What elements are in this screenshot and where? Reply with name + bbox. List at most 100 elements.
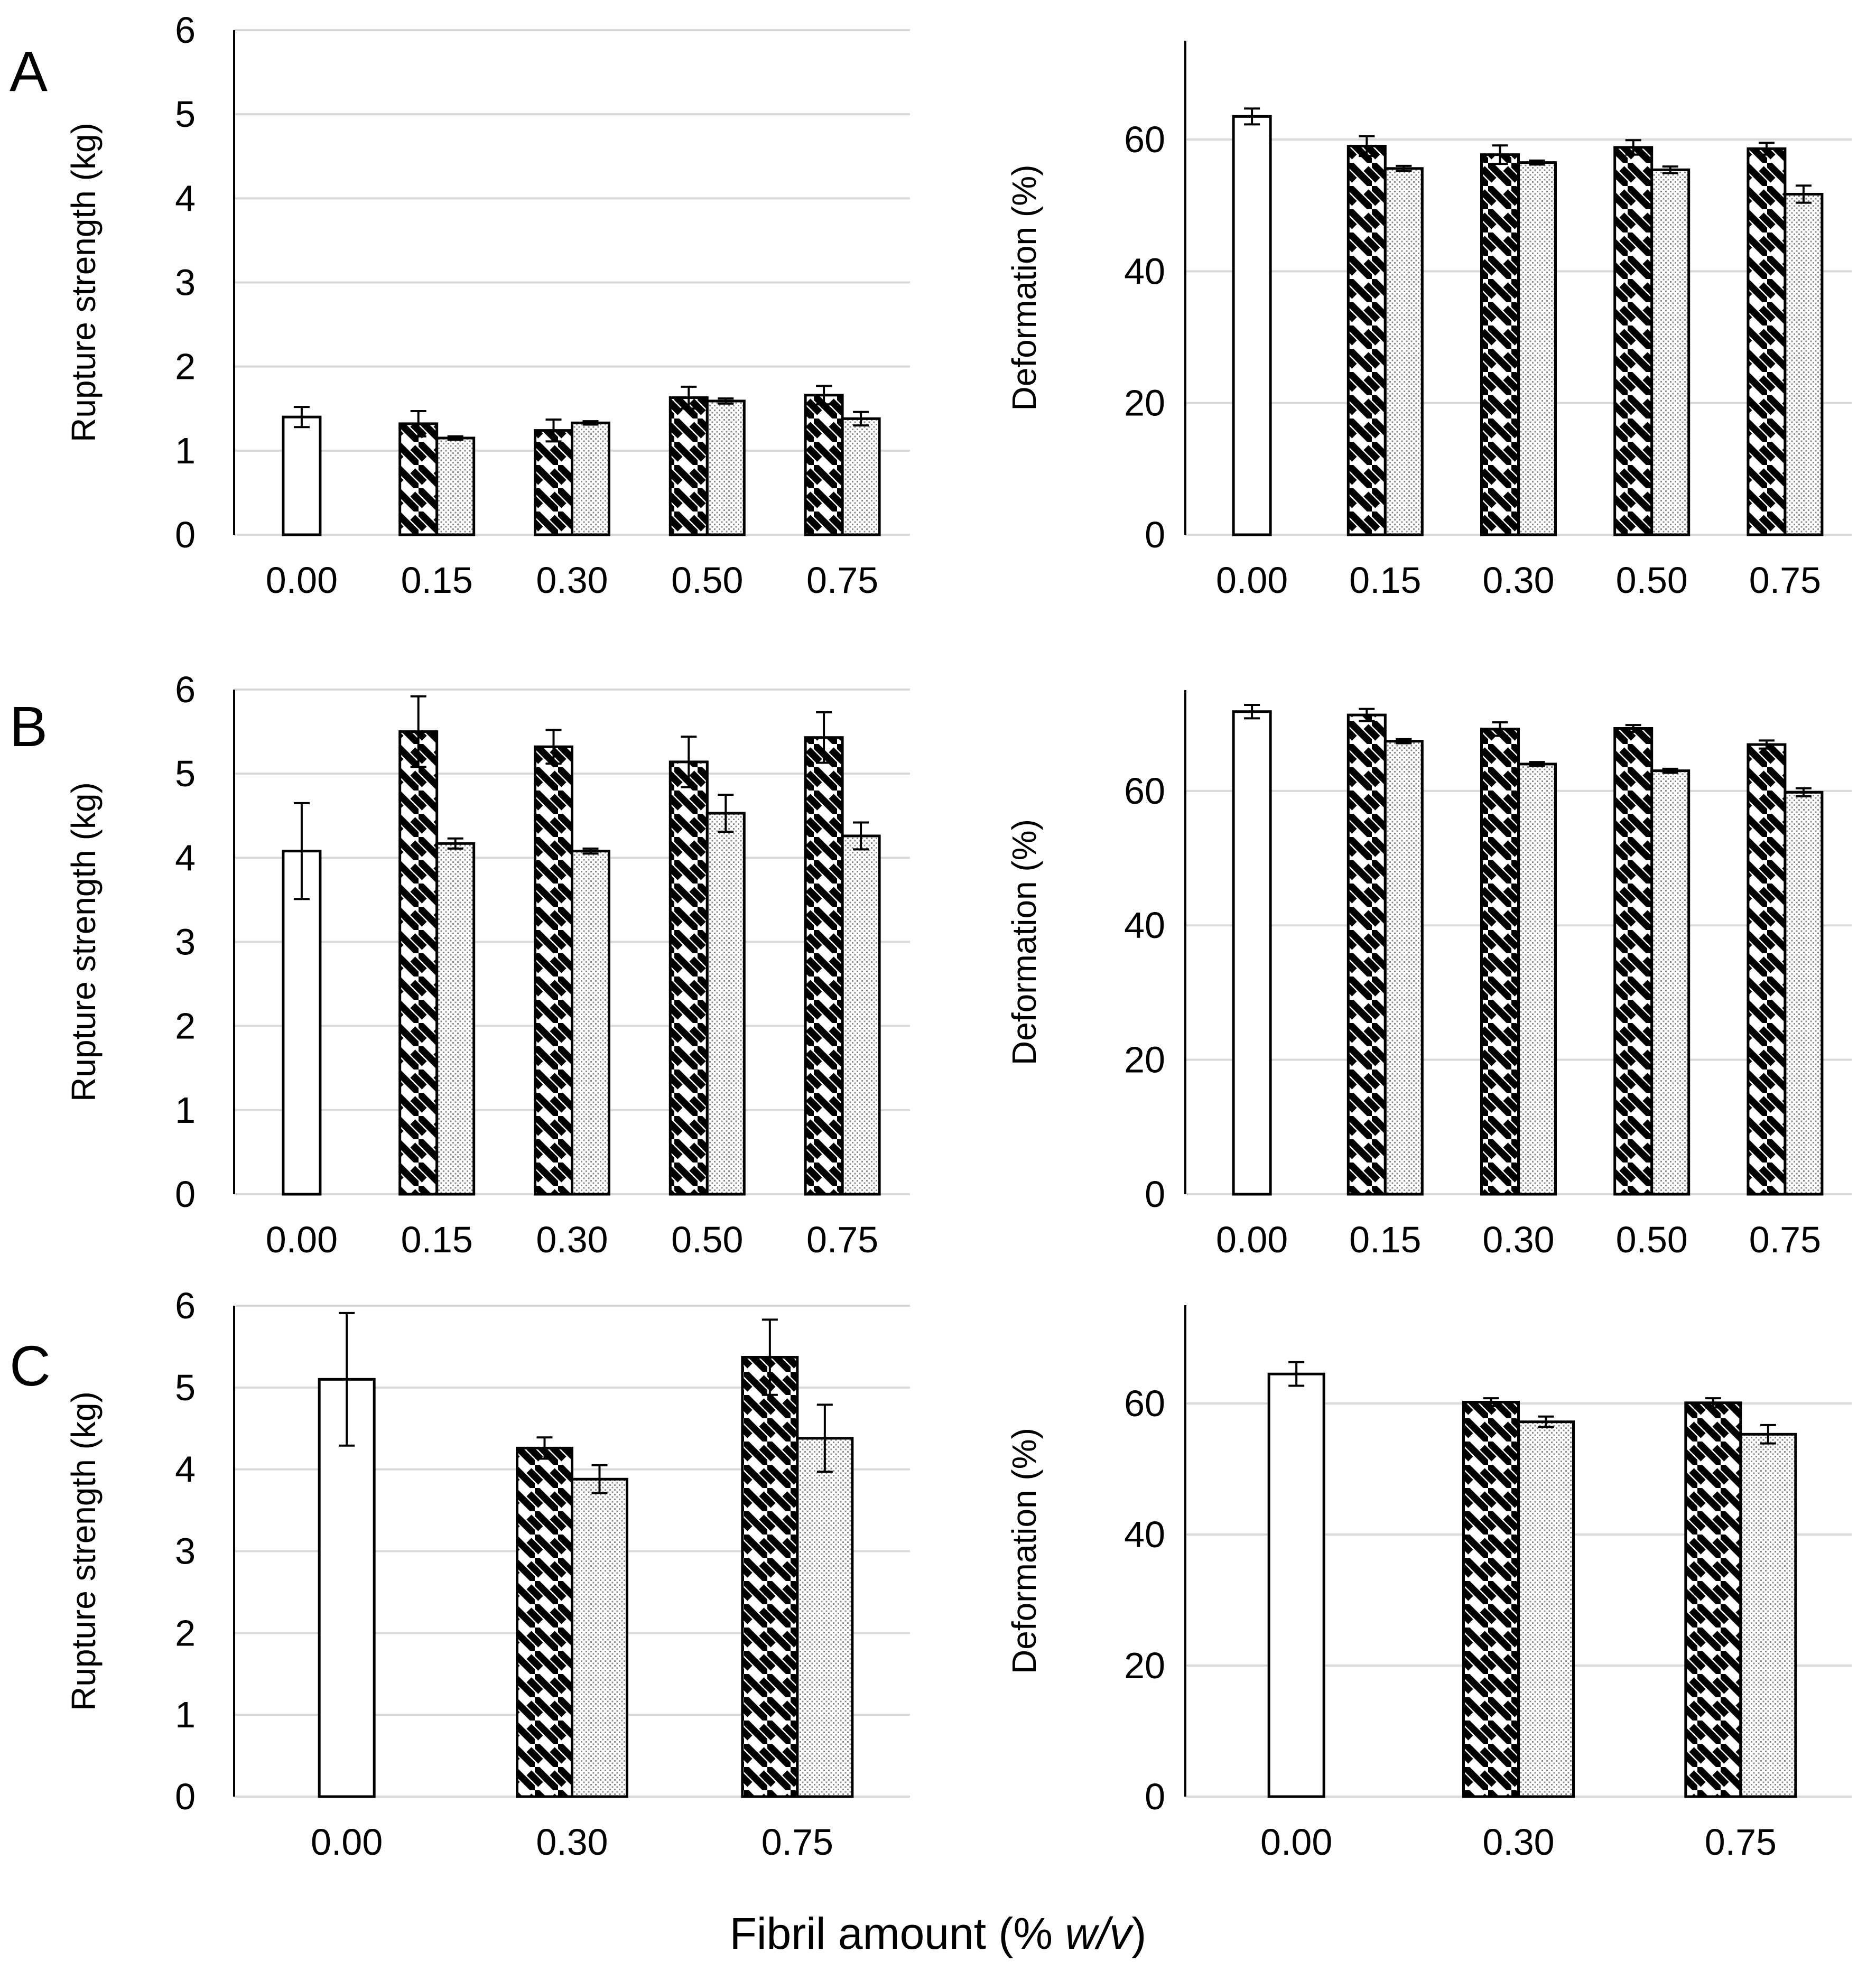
x-tick-label: 0.00	[1216, 1219, 1288, 1260]
x-tick-label: 0.15	[401, 1219, 473, 1260]
y-tick-label: 4	[175, 178, 196, 219]
x-tick-label: 0.00	[266, 1219, 338, 1260]
bar-series-3-0.15	[435, 436, 476, 536]
x-tick-label: 0.30	[1482, 1219, 1554, 1260]
x-tick-label: 0.50	[671, 1219, 743, 1260]
x-tick-label: 0.75	[806, 560, 878, 601]
y-tick-label: 40	[1124, 250, 1165, 292]
bar-series-3-0.15	[1383, 740, 1424, 1196]
bar-control-0.00	[1232, 115, 1272, 536]
bar-series-2-0.75	[804, 394, 844, 536]
x-tick-label: 0.00	[1216, 560, 1288, 601]
bar-series-3-0.30	[571, 1477, 628, 1798]
y-axis-label: Rupture strength (kg)	[64, 782, 103, 1102]
x-tick-label: 0.30	[1482, 560, 1554, 601]
bar-series-2-0.50	[668, 396, 709, 536]
chart-panel-c-rupture-strength: 0 1 2 3 4 5 6 Rupture strength (kg) 0.00 0.30 0.75	[64, 1285, 910, 1863]
bar-series-2-0.75	[741, 1356, 799, 1798]
y-axis-label: Rupture strength (kg)	[64, 123, 103, 442]
bar-series-2-0.50	[1613, 727, 1654, 1196]
bar-series-3-0.30	[1517, 763, 1557, 1196]
x-tick-label: 0.50	[1616, 1219, 1688, 1260]
y-tick-label: 4	[175, 837, 196, 878]
bar-series-3-0.75	[1784, 791, 1824, 1196]
y-tick-label: 20	[1124, 383, 1165, 424]
x-tick-label: 0.30	[536, 1821, 608, 1863]
bar-series-2-0.75	[804, 736, 844, 1196]
y-tick-label: 2	[175, 1006, 196, 1047]
y-tick-label: 1	[175, 1090, 196, 1131]
panel-label-b: B	[10, 694, 48, 758]
y-tick-label: 3	[175, 262, 196, 303]
y-tick-label: 20	[1124, 1645, 1165, 1686]
y-tick-label: 20	[1124, 1039, 1165, 1081]
bar-series-3-0.75	[1784, 192, 1824, 536]
y-tick-label: 0	[1145, 1174, 1165, 1215]
y-tick-label: 0	[175, 1174, 196, 1215]
bar-series-3-0.75	[841, 417, 881, 536]
y-tick-label: 6	[175, 10, 196, 51]
y-tick-label: 40	[1124, 905, 1165, 946]
y-axis-label: Deformation (%)	[1005, 1428, 1043, 1674]
chart-panel-b-rupture-strength: 0 1 2 3 4 5 6 Rupture strength (kg) 0.00 0.15 0.30…	[64, 669, 910, 1260]
bar-series-3-0.30	[1517, 1420, 1575, 1798]
y-tick-label: 5	[175, 94, 196, 135]
bar-series-2-0.15	[1346, 713, 1387, 1196]
bar-series-2-0.30	[534, 429, 573, 536]
y-axis-label: Deformation (%)	[1005, 819, 1043, 1065]
y-tick-label: 5	[175, 753, 196, 794]
chart-panel-a-deformation: 0 20 40 60 Deformation (%) 0.00 0.15 0.30 0.50 0.…	[1005, 41, 1852, 601]
panel-label-c: C	[10, 1334, 51, 1398]
x-tick-label: 0.50	[671, 560, 743, 601]
y-tick-label: 6	[175, 669, 196, 710]
bar-series-3-0.50	[1650, 168, 1691, 536]
x-tick-label: 0.00	[311, 1821, 383, 1863]
chart-panel-c-deformation: 0 20 40 60 Deformation (%) 0.00 0.30 0.75	[1005, 1305, 1852, 1863]
y-tick-label: 2	[175, 346, 196, 387]
chart-panel-b-deformation: 0 20 40 60 Deformation (%) 0.00 0.15 0.30 0.50 0.…	[1005, 690, 1852, 1260]
bar-series-3-0.50	[705, 812, 746, 1196]
bar-series-2-0.30	[1462, 1401, 1520, 1798]
bar-series-3-0.75	[1739, 1433, 1797, 1798]
bar-control-0.00	[1232, 710, 1272, 1196]
bar-series-2-0.50	[1613, 146, 1654, 536]
x-tick-label: 0.75	[1749, 1219, 1821, 1260]
x-tick-label: 0.00	[266, 560, 338, 601]
y-tick-label: 0	[175, 514, 196, 555]
x-tick-label: 0.15	[1349, 1219, 1421, 1260]
bar-series-3-0.15	[1383, 167, 1424, 536]
x-tick-label: 0.75	[1705, 1821, 1777, 1863]
y-tick-label: 6	[175, 1285, 196, 1326]
x-axis-title: Fibril amount (% w/v)	[730, 1909, 1147, 1958]
bar-series-2-0.30	[534, 745, 573, 1196]
y-tick-label: 60	[1124, 770, 1165, 812]
bar-series-2-0.30	[1480, 728, 1520, 1196]
x-tick-label: 0.00	[1260, 1821, 1332, 1863]
y-tick-label: 3	[175, 922, 196, 963]
bar-series-2-0.30	[1480, 153, 1520, 536]
bar-series-2-0.15	[398, 730, 439, 1196]
x-tick-label: 0.50	[1616, 560, 1688, 601]
bar-series-3-0.50	[705, 399, 746, 536]
bar-series-2-0.75	[1684, 1401, 1742, 1798]
bar-series-2-0.75	[1747, 147, 1787, 536]
bar-series-3-0.30	[571, 421, 610, 536]
y-tick-label: 60	[1124, 119, 1165, 160]
x-tick-label: 0.75	[761, 1821, 833, 1863]
y-tick-label: 2	[175, 1612, 196, 1653]
y-tick-label: 0	[175, 1776, 196, 1817]
panel-label-a: A	[10, 39, 48, 103]
y-tick-label: 60	[1124, 1383, 1165, 1424]
y-tick-label: 40	[1124, 1514, 1165, 1555]
bar-control-0.00	[282, 415, 322, 536]
x-tick-label: 0.75	[1749, 560, 1821, 601]
bar-series-2-0.30	[516, 1446, 573, 1798]
bar-series-3-0.75	[796, 1437, 854, 1798]
y-axis-label: Rupture strength (kg)	[64, 1391, 103, 1711]
y-tick-label: 0	[1145, 1776, 1165, 1817]
x-tick-label: 0.15	[401, 560, 473, 601]
y-tick-label: 4	[175, 1449, 196, 1490]
y-tick-label: 0	[1145, 514, 1165, 555]
y-tick-label: 1	[175, 430, 196, 471]
